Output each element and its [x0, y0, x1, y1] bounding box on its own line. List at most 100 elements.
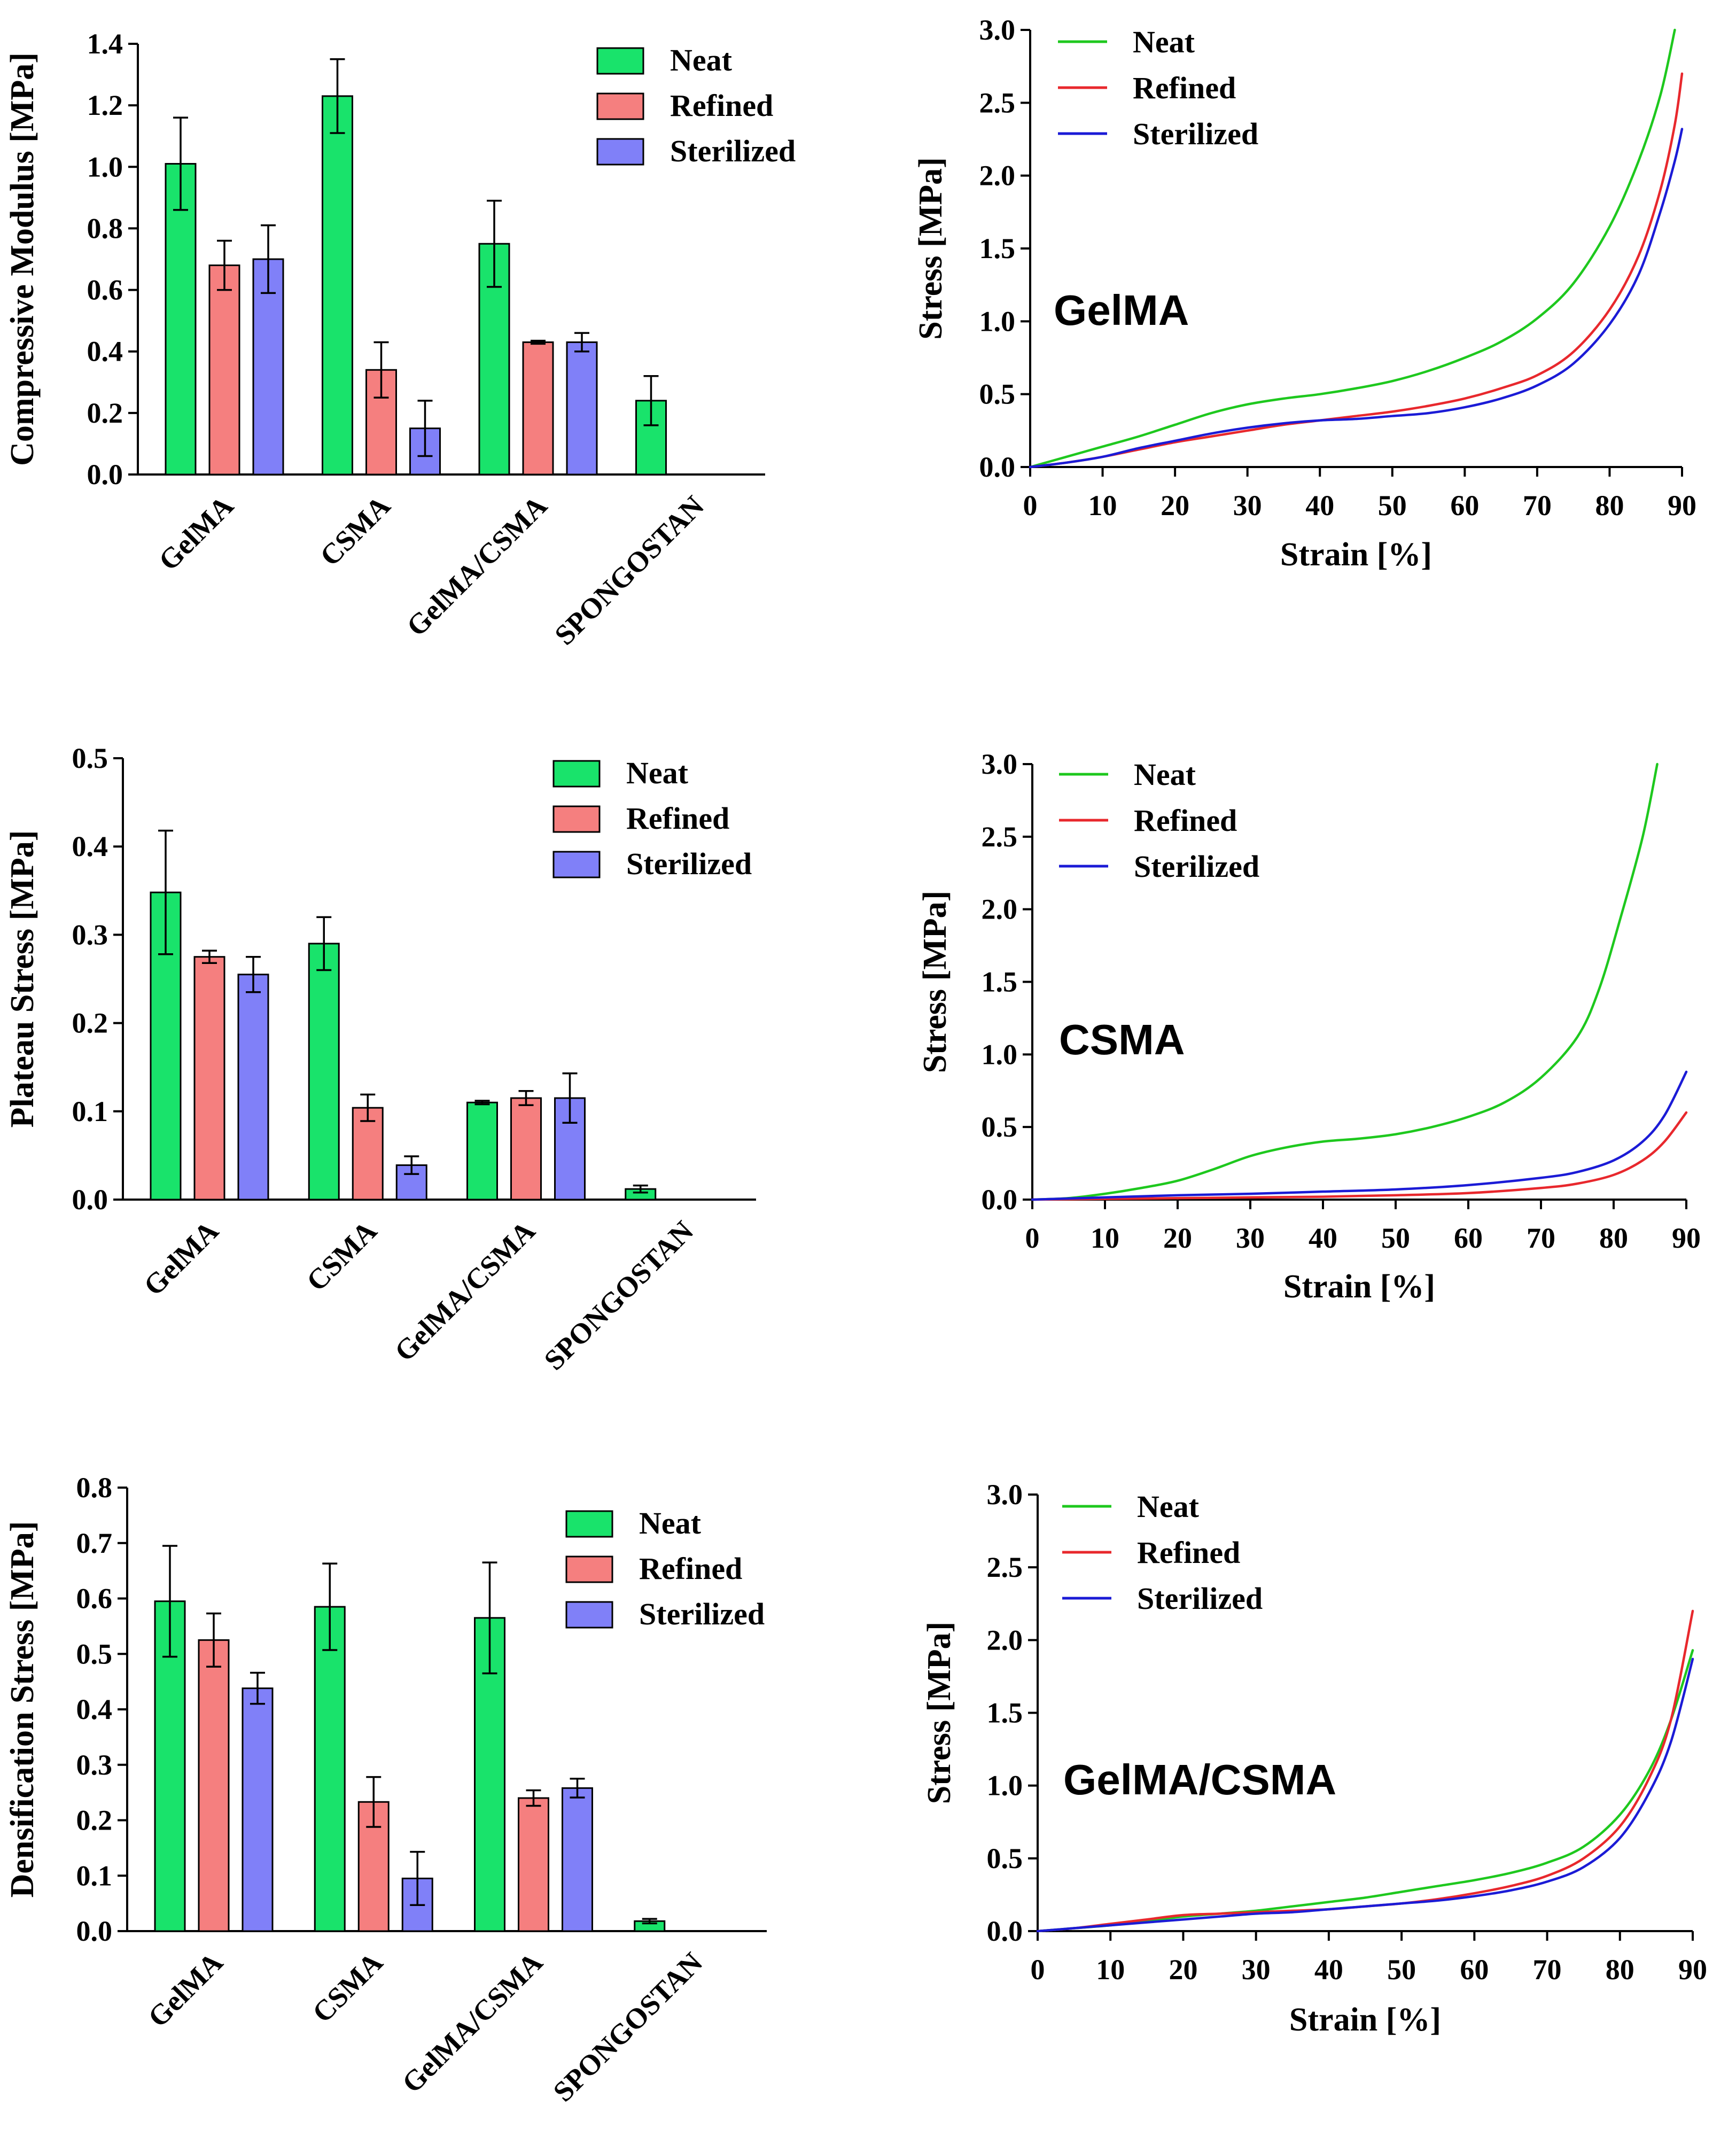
- x-tick-label: 40: [1309, 1222, 1337, 1254]
- x-tick-label: 40: [1314, 1954, 1343, 1986]
- y-tick-label: 0.8: [87, 212, 123, 244]
- y-tick-label: 0.5: [982, 1111, 1018, 1143]
- y-tick-label: 2.0: [987, 1624, 1023, 1656]
- y-axis-title: Stress [MPa]: [917, 891, 953, 1073]
- y-tick-label: 0.6: [76, 1583, 113, 1615]
- y-tick-label: 2.0: [979, 160, 1016, 192]
- category-label: SPONGOSTAN: [538, 1215, 700, 1376]
- x-tick-label: 30: [1242, 1954, 1271, 1986]
- y-axis-title: Compressive Modulus [MPa]: [4, 52, 41, 466]
- category-label: GelMA: [142, 1946, 229, 2033]
- curve-sterilized: [1029, 128, 1684, 469]
- y-tick-label: 0.5: [76, 1638, 113, 1670]
- category-label: CSMA: [300, 1215, 383, 1297]
- y-tick-label: 0.4: [72, 830, 108, 862]
- y-tick-label: 1.5: [979, 232, 1016, 264]
- legend-label: Neat: [1134, 757, 1196, 792]
- x-tick-label: 0: [1023, 489, 1038, 522]
- category-label: GelMA/CSMA: [396, 1946, 549, 2099]
- gelma-csma-stress-strain-chart: 0.0 0.5 1.0 1.5 2.0 2.5 3.0 Stress [MPa] 0 10 20 30…: [921, 1479, 1707, 2038]
- curve-neat: [1031, 763, 1659, 1201]
- curve-neat: [1029, 28, 1676, 469]
- x-tick-label: 80: [1606, 1954, 1634, 1986]
- category-label: SPONGOSTAN: [548, 489, 710, 651]
- legend-label: Neat: [1137, 1489, 1200, 1524]
- y-tick-label: 0.4: [87, 336, 123, 368]
- curve-sterilized: [1031, 1070, 1688, 1201]
- bar-sterilized: [242, 1687, 274, 1932]
- y-tick-label: 0.3: [72, 919, 108, 951]
- legend-label: Sterilized: [1134, 849, 1259, 884]
- bar-refined: [193, 956, 225, 1201]
- panel-annotation: GelMA/CSMA: [1063, 1756, 1336, 1803]
- x-tick-label: 0: [1031, 1954, 1045, 1986]
- y-tick-label: 3.0: [979, 14, 1016, 46]
- legend-swatch-neat: [565, 1510, 613, 1538]
- legend-swatch-sterilized: [552, 851, 601, 878]
- legend-swatch-refined: [565, 1555, 613, 1583]
- legend-label: Refined: [670, 88, 773, 123]
- y-tick-label: 1.0: [982, 1038, 1018, 1070]
- bar-sterilized: [566, 341, 598, 476]
- x-tick-label: 60: [1450, 489, 1479, 522]
- panel-annotation: GelMA: [1054, 286, 1189, 334]
- bar-neat: [466, 1101, 498, 1201]
- x-tick-label: 30: [1236, 1222, 1265, 1254]
- y-tick-label: 0.0: [76, 1915, 113, 1947]
- legend-swatch-refined: [552, 805, 601, 833]
- bar-sterilized: [237, 974, 269, 1201]
- y-tick-label: 2.5: [987, 1551, 1023, 1583]
- y-tick-label: 0.0: [987, 1915, 1023, 1947]
- legend-label: Neat: [626, 756, 689, 790]
- compressive-modulus-chart: 0.0 0.2 0.4 0.6 0.8 1.0 1.2 1.4 Compressive Modu…: [4, 28, 796, 651]
- x-tick-label: 70: [1533, 1954, 1562, 1986]
- y-tick-label: 0.5: [987, 1842, 1023, 1874]
- x-tick-label: 10: [1088, 489, 1117, 522]
- bar-neat: [314, 1606, 346, 1932]
- y-tick-label: 0.1: [72, 1095, 108, 1127]
- legend-label: Refined: [626, 801, 729, 836]
- legend-swatch-sterilized: [565, 1601, 613, 1629]
- y-tick-label: 0.0: [87, 458, 123, 491]
- y-tick-label: 0.5: [72, 742, 108, 774]
- category-label: SPONGOSTAN: [547, 1946, 709, 2108]
- x-axis-title: Strain [%]: [1280, 536, 1432, 573]
- y-tick-label: 1.4: [87, 28, 123, 60]
- csma-stress-strain-chart: 0.0 0.5 1.0 1.5 2.0 2.5 3.0 Stress [MPa] 0 10 20 30…: [917, 748, 1701, 1305]
- legend-label: Neat: [670, 43, 733, 77]
- y-tick-label: 0.8: [76, 1472, 113, 1504]
- y-tick-label: 0.0: [982, 1184, 1018, 1216]
- legend-label: Refined: [1133, 71, 1236, 105]
- y-tick-label: 0.2: [87, 397, 123, 429]
- y-tick-label: 1.0: [987, 1770, 1023, 1802]
- x-tick-label: 70: [1523, 489, 1552, 522]
- y-tick-label: 1.5: [982, 966, 1018, 998]
- y-tick-label: 0.2: [76, 1804, 113, 1837]
- y-axis-title: Plateau Stress [MPa]: [4, 830, 41, 1128]
- category-label: GelMA: [137, 1215, 224, 1302]
- legend-label: Neat: [1133, 25, 1195, 59]
- y-tick-label: 2.5: [982, 821, 1018, 853]
- legend-label: Refined: [1137, 1535, 1240, 1570]
- y-tick-label: 0.0: [979, 451, 1016, 483]
- legend-label: Refined: [639, 1551, 742, 1586]
- y-tick-label: 0.2: [72, 1007, 108, 1039]
- x-tick-label: 10: [1096, 1954, 1125, 1986]
- x-tick-label: 70: [1527, 1222, 1555, 1254]
- x-tick-label: 10: [1091, 1222, 1119, 1254]
- y-tick-label: 3.0: [987, 1479, 1023, 1511]
- category-label: CSMA: [306, 1946, 389, 2029]
- bar-refined: [518, 1797, 549, 1932]
- x-tick-label: 20: [1169, 1954, 1197, 1986]
- curve-sterilized: [1036, 1658, 1694, 1933]
- legend-label: Neat: [639, 1506, 702, 1541]
- x-tick-label: 90: [1668, 489, 1696, 522]
- bar-refined: [365, 369, 397, 476]
- x-tick-label: 50: [1378, 489, 1407, 522]
- category-label: CSMA: [314, 489, 396, 572]
- y-tick-label: 0.6: [87, 274, 123, 306]
- legend-label: Sterilized: [1137, 1581, 1263, 1616]
- x-tick-label: 90: [1678, 1954, 1707, 1986]
- x-tick-label: 20: [1163, 1222, 1192, 1254]
